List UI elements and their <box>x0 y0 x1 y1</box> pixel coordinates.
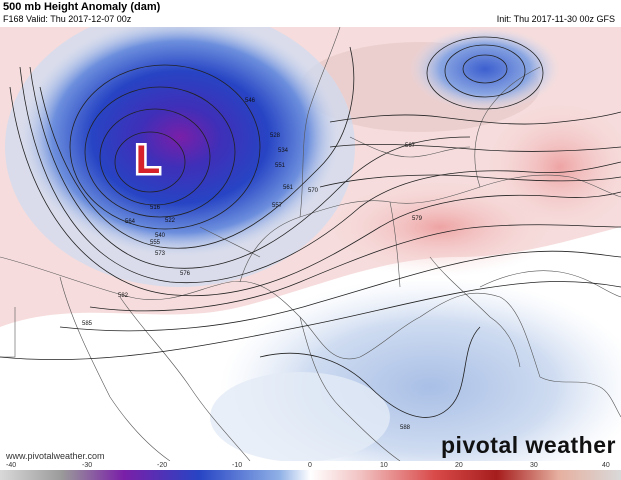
northeast-trough <box>410 27 560 111</box>
contour-label: 557 <box>272 203 283 209</box>
contour-label: 551 <box>275 163 286 169</box>
colorbar-tick: -20 <box>157 462 168 469</box>
contour-label: 570 <box>308 188 319 194</box>
colorbar-tick: -10 <box>232 462 243 469</box>
colorbar: -40 -30 -20 -10 0 10 20 30 40 <box>0 461 621 480</box>
contour-label: 546 <box>245 98 256 104</box>
deep-trough <box>20 27 340 257</box>
boundary-lines <box>0 27 621 461</box>
colorbar-tick: -30 <box>82 462 93 469</box>
init-time: Init: Thu 2017-11-30 00z GFS <box>496 14 615 24</box>
contour-label: 582 <box>118 293 129 299</box>
low-center-marker: L L <box>133 136 162 185</box>
contour-label: 528 <box>270 133 281 139</box>
contour-label: 576 <box>180 271 191 277</box>
contour-label: 561 <box>283 185 294 191</box>
low-letter-outline: L <box>136 138 160 182</box>
header: 500 mb Height Anomaly (dam) F168 Valid: … <box>0 0 621 27</box>
map-title: 500 mb Height Anomaly (dam) <box>3 1 161 13</box>
contour-label: 522 <box>165 218 176 224</box>
contour-label: 573 <box>155 251 166 257</box>
colorbar-tick: 40 <box>602 462 610 469</box>
contour-label: 579 <box>412 216 423 222</box>
south-negative-anomaly <box>210 372 390 461</box>
brand-logo: pivotal weather <box>441 432 616 458</box>
central-positive-anomaly <box>320 177 560 277</box>
contour-label: 534 <box>278 148 289 154</box>
low-letter: L <box>136 138 160 182</box>
colorbar-tick: 30 <box>530 462 538 469</box>
colorbar-tick: 20 <box>455 462 463 469</box>
website-credit: www.pivotalweather.com <box>6 451 105 461</box>
anomaly-map: 516 522 528 534 540 546 551 555 557 561 … <box>0 27 621 461</box>
colorbar-tick: 10 <box>380 462 388 469</box>
contour-label: 540 <box>155 233 166 239</box>
valid-time: F168 Valid: Thu 2017-12-07 00z <box>3 14 132 24</box>
contour-label: 585 <box>82 321 93 327</box>
contour-label: 588 <box>400 425 411 431</box>
height-contours <box>0 36 621 418</box>
contour-label: 564 <box>125 219 136 225</box>
colorbar-gradient <box>0 470 621 480</box>
contour-label: 555 <box>150 240 161 246</box>
contour-label: 516 <box>150 205 161 211</box>
colorbar-tick: 0 <box>308 462 312 469</box>
contour-label: 567 <box>405 143 416 149</box>
colorbar-tick: -40 <box>6 462 17 469</box>
contour-labels: 516 522 528 534 540 546 551 555 557 561 … <box>82 98 423 431</box>
